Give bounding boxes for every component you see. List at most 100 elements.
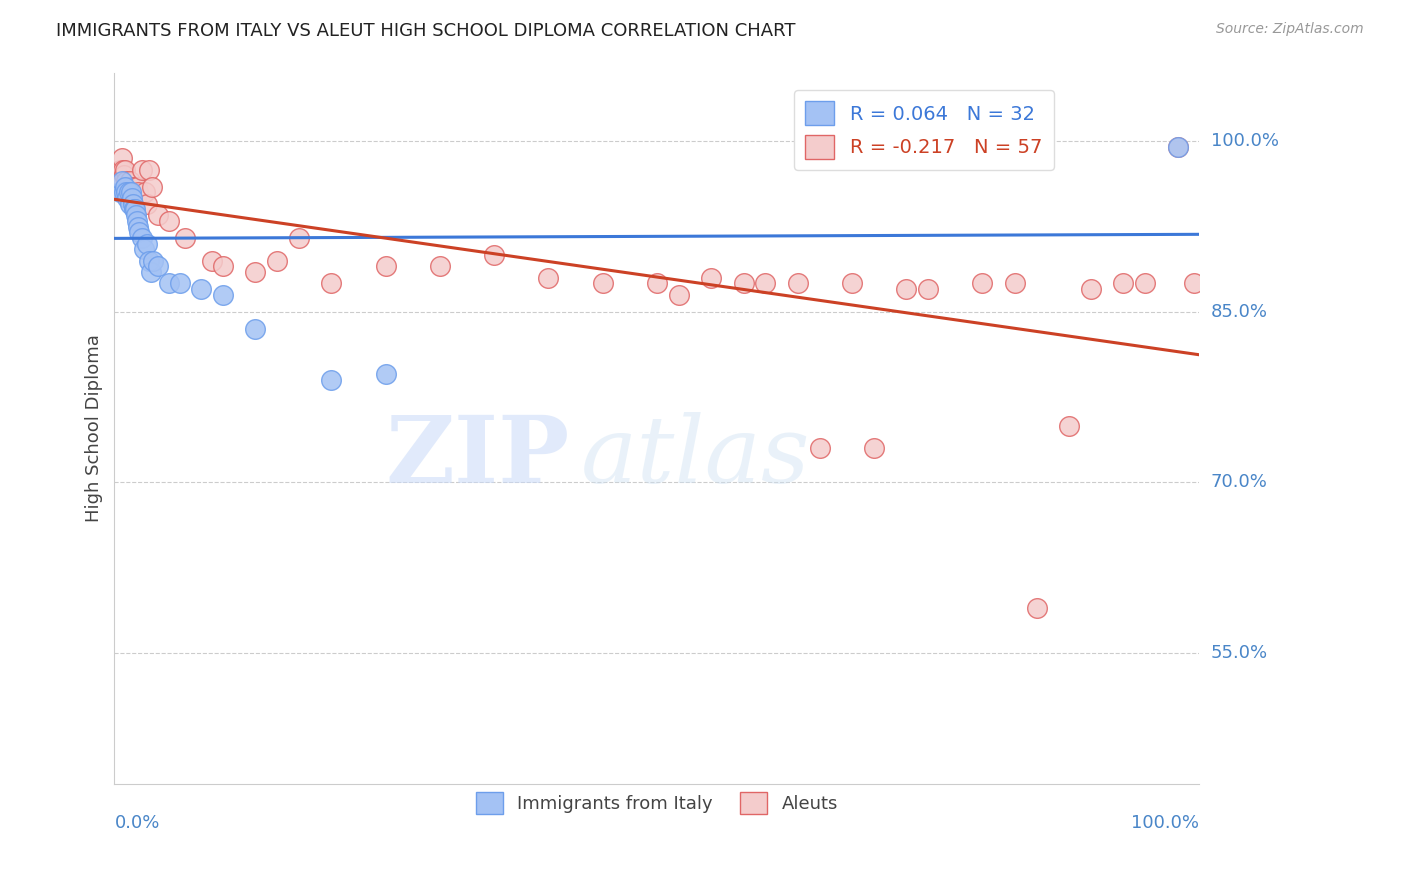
- Point: [118, 174, 141, 188]
- Point: [134, 186, 156, 200]
- Y-axis label: High School Diploma: High School Diploma: [86, 334, 103, 523]
- Point: [1133, 277, 1156, 291]
- Point: [700, 270, 723, 285]
- Text: IMMIGRANTS FROM ITALY VS ALEUT HIGH SCHOOL DIPLOMA CORRELATION CHART: IMMIGRANTS FROM ITALY VS ALEUT HIGH SCHO…: [56, 22, 796, 40]
- Point: [117, 186, 139, 200]
- Point: [115, 186, 138, 200]
- Point: [117, 191, 139, 205]
- Legend: Immigrants from Italy, Aleuts: Immigrants from Italy, Aleuts: [468, 785, 845, 821]
- Point: [136, 196, 159, 211]
- Point: [754, 277, 776, 291]
- Point: [169, 277, 191, 291]
- Text: 55.0%: 55.0%: [1211, 644, 1268, 662]
- Point: [146, 260, 169, 274]
- Point: [112, 169, 135, 183]
- Point: [374, 260, 396, 274]
- Point: [128, 225, 150, 239]
- Point: [917, 282, 939, 296]
- Point: [107, 169, 129, 183]
- Point: [120, 179, 142, 194]
- Point: [174, 231, 197, 245]
- Point: [972, 277, 994, 291]
- Point: [122, 196, 145, 211]
- Point: [429, 260, 451, 274]
- Point: [146, 208, 169, 222]
- Point: [1167, 140, 1189, 154]
- Point: [127, 179, 149, 194]
- Point: [120, 186, 142, 200]
- Point: [117, 179, 139, 194]
- Point: [1025, 600, 1047, 615]
- Point: [132, 242, 155, 256]
- Point: [131, 162, 153, 177]
- Point: [124, 202, 146, 217]
- Point: [138, 253, 160, 268]
- Point: [592, 277, 614, 291]
- Point: [141, 179, 163, 194]
- Point: [1004, 277, 1026, 291]
- Point: [668, 287, 690, 301]
- Point: [482, 248, 505, 262]
- Point: [212, 287, 235, 301]
- Point: [127, 214, 149, 228]
- Point: [125, 191, 148, 205]
- Point: [112, 162, 135, 177]
- Point: [266, 253, 288, 268]
- Point: [108, 162, 131, 177]
- Point: [212, 260, 235, 274]
- Point: [141, 265, 163, 279]
- Point: [645, 277, 668, 291]
- Point: [1182, 277, 1205, 291]
- Point: [114, 162, 136, 177]
- Point: [121, 196, 143, 211]
- Point: [131, 231, 153, 245]
- Point: [111, 174, 134, 188]
- Point: [142, 253, 165, 268]
- Point: [124, 179, 146, 194]
- Point: [537, 270, 560, 285]
- Point: [121, 186, 143, 200]
- Text: 100.0%: 100.0%: [1132, 814, 1199, 832]
- Point: [733, 277, 755, 291]
- Text: 100.0%: 100.0%: [1211, 132, 1278, 150]
- Point: [121, 191, 143, 205]
- Text: atlas: atlas: [581, 412, 810, 502]
- Point: [1057, 418, 1080, 433]
- Point: [201, 253, 224, 268]
- Point: [1112, 277, 1135, 291]
- Point: [127, 186, 149, 200]
- Point: [863, 442, 886, 456]
- Point: [288, 231, 311, 245]
- Point: [896, 282, 918, 296]
- Point: [1080, 282, 1102, 296]
- Point: [111, 151, 134, 165]
- Point: [112, 186, 135, 200]
- Point: [321, 277, 343, 291]
- Point: [118, 196, 141, 211]
- Point: [808, 442, 831, 456]
- Point: [1167, 140, 1189, 154]
- Point: [114, 179, 136, 194]
- Point: [125, 208, 148, 222]
- Text: ZIP: ZIP: [385, 412, 569, 502]
- Point: [190, 282, 212, 296]
- Point: [138, 162, 160, 177]
- Text: 0.0%: 0.0%: [114, 814, 160, 832]
- Point: [136, 236, 159, 251]
- Point: [321, 373, 343, 387]
- Point: [115, 174, 138, 188]
- Point: [245, 322, 267, 336]
- Point: [108, 186, 131, 200]
- Point: [157, 277, 180, 291]
- Point: [127, 219, 149, 234]
- Point: [245, 265, 267, 279]
- Text: Source: ZipAtlas.com: Source: ZipAtlas.com: [1216, 22, 1364, 37]
- Point: [374, 368, 396, 382]
- Point: [122, 202, 145, 217]
- Point: [117, 186, 139, 200]
- Point: [841, 277, 863, 291]
- Text: 70.0%: 70.0%: [1211, 474, 1267, 491]
- Point: [121, 191, 143, 205]
- Text: 85.0%: 85.0%: [1211, 302, 1268, 321]
- Point: [787, 277, 810, 291]
